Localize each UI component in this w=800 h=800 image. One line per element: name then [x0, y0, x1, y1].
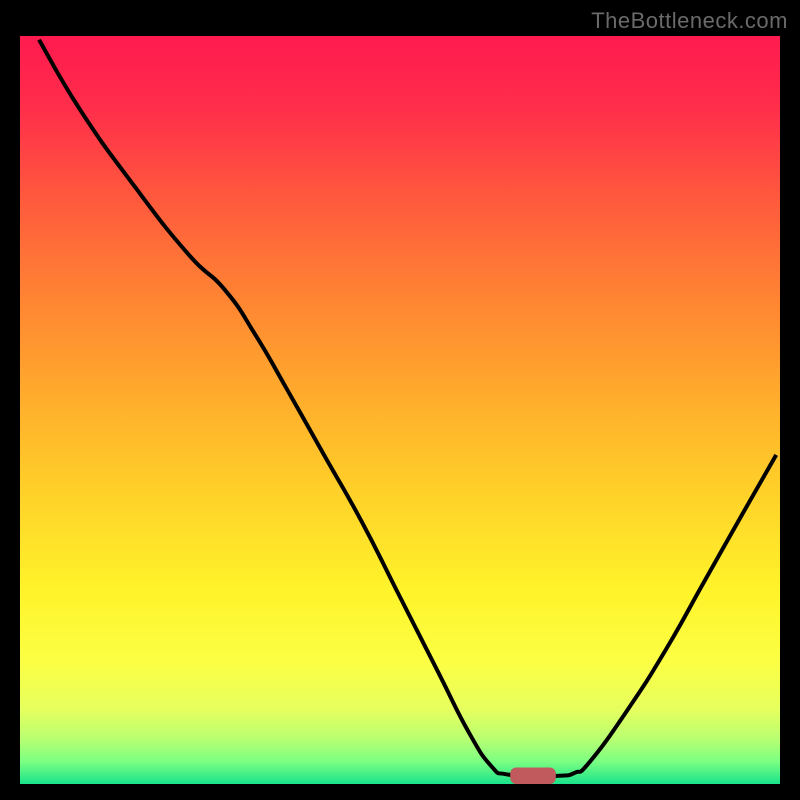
chart-frame	[20, 36, 780, 784]
watermark-text: TheBottleneck.com	[591, 8, 788, 34]
bottleneck-curve	[39, 40, 776, 776]
bottleneck-marker	[510, 768, 556, 784]
chart-plot	[20, 36, 780, 784]
